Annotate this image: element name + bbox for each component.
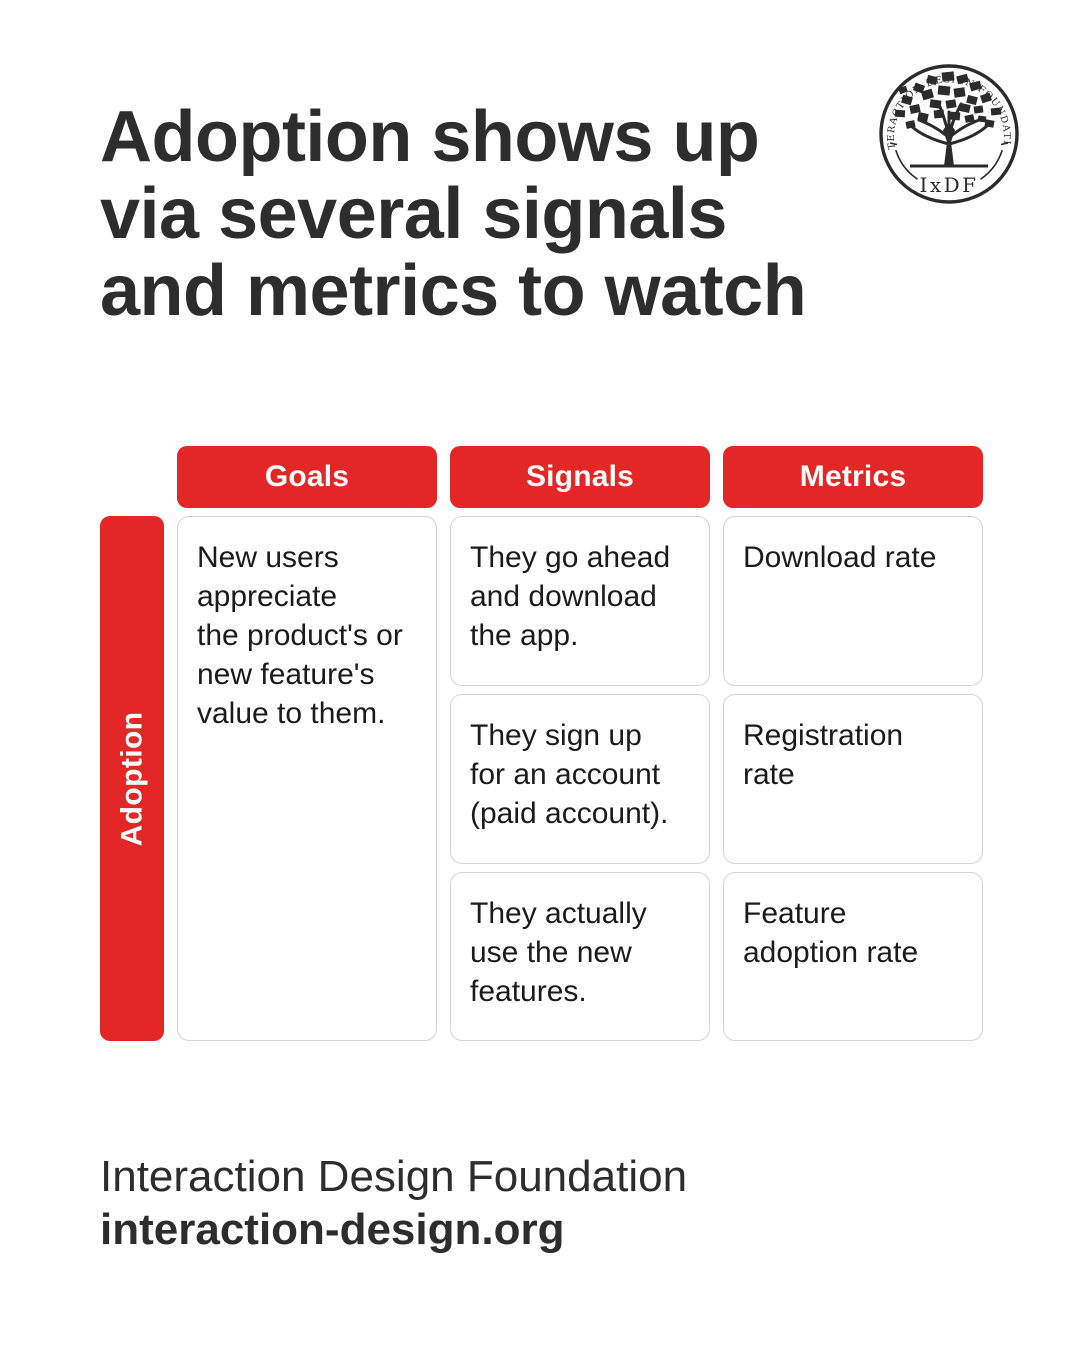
signals-cell-feature-use: They actually use the new features. (450, 872, 710, 1041)
column-header-signals-label: Signals (525, 460, 635, 493)
logo-tree-leaves (894, 71, 1002, 129)
logo-arc-text: INTERACTION DESIGN FOUNDATION (873, 58, 1011, 150)
goals-cell-line: new feature's (197, 658, 375, 691)
title-line-3: and metrics to watch (100, 251, 807, 331)
title-line-2: via several signals (100, 174, 727, 254)
footer-org-name: Interaction Design Foundation (100, 1152, 688, 1201)
column-header-metrics-label: Metrics (799, 460, 907, 493)
metrics-cell-line: Registration (743, 719, 904, 752)
svg-text:INTERACTION DESIGN FOUNDATION: INTERACTION DESIGN FOUNDATION (873, 58, 1012, 150)
logo-outer-circle (879, 64, 1019, 204)
logo-monogram: IxDF (919, 173, 978, 197)
signals-cell-line: the app. (470, 619, 579, 652)
goals-cell-line: value to them. (197, 697, 386, 730)
metrics-cell-feature-adoption-rate: Feature adoption rate (723, 872, 983, 1041)
signals-cell-line: for an account (470, 758, 661, 791)
metrics-cell-line: rate (743, 758, 795, 791)
goals-cell: New users appreciate the product's or ne… (177, 516, 437, 1041)
metrics-cell-download-rate: Download rate (723, 516, 983, 686)
page-title: Adoption shows up via several signals an… (100, 97, 807, 331)
metrics-cell-line: Download rate (743, 541, 937, 574)
column-header-goals: Goals (177, 446, 437, 508)
footer-website: interaction-design.org (100, 1205, 565, 1254)
logo-tree-trunk (943, 122, 955, 166)
column-header-metrics: Metrics (723, 446, 983, 508)
row-label-adoption-text: Adoption (115, 711, 149, 846)
column-header-goals-label: Goals (264, 460, 350, 493)
signals-cell-line: and download (470, 580, 657, 613)
signals-cell-signup: They sign up for an account (paid accoun… (450, 694, 710, 864)
adoption-table: Goals Signals Metrics Adoption New users… (100, 446, 983, 1041)
signals-cell-download: They go ahead and download the app. (450, 516, 710, 686)
signals-cell-line: They sign up (470, 719, 642, 752)
title-line-1: Adoption shows up (100, 97, 760, 177)
signals-cell-line: (paid account). (470, 797, 669, 830)
goals-cell-line: the product's or (197, 619, 403, 652)
metrics-cell-line: Feature (743, 897, 847, 930)
ixdf-logo: INTERACTION DESIGN FOUNDATION IxDF (873, 58, 1019, 204)
signals-cell-line: use the new (470, 936, 632, 969)
footer: Interaction Design Foundation interactio… (100, 1150, 687, 1256)
row-label-adoption: Adoption (100, 516, 164, 1041)
goals-cell-line: appreciate (197, 580, 338, 613)
goals-cell-line: New users (197, 541, 339, 574)
signals-cell-line: They go ahead (470, 541, 671, 574)
signals-cell-line: features. (470, 975, 587, 1008)
metrics-cell-line: adoption rate (743, 936, 919, 969)
signals-cell-line: They actually (470, 897, 647, 930)
column-header-signals: Signals (450, 446, 710, 508)
metrics-cell-registration-rate: Registration rate (723, 694, 983, 864)
